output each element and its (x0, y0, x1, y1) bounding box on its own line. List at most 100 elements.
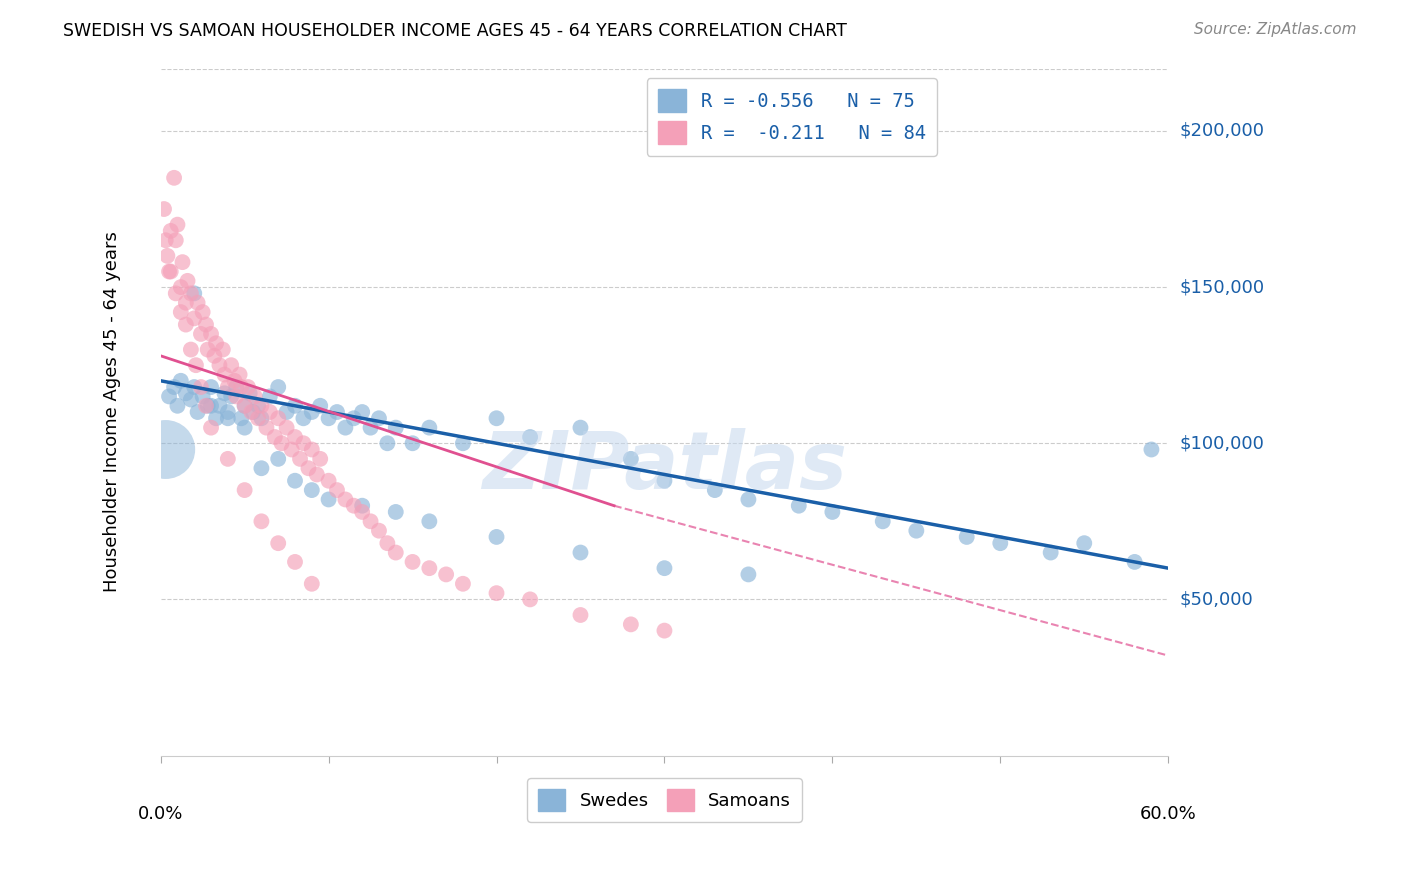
Point (247, 399, 270, 413)
Point (190, 380, 212, 394)
Point (259, 405, 281, 419)
Point (485, 586, 508, 600)
Point (217, 411, 239, 425)
Point (159, 264, 181, 278)
Point (318, 474, 340, 488)
Point (569, 420, 592, 434)
Point (267, 536, 290, 550)
Point (352, 405, 374, 419)
Point (292, 411, 315, 425)
Legend: Swedes, Samoans: Swedes, Samoans (527, 779, 801, 822)
Point (191, 389, 214, 403)
Point (163, 380, 186, 394)
Point (360, 514, 382, 528)
Text: 0.0%: 0.0% (138, 805, 183, 823)
Point (191, 305, 214, 319)
Point (284, 399, 307, 413)
Point (270, 436, 292, 450)
Point (620, 451, 643, 466)
Point (224, 374, 246, 388)
Point (905, 524, 928, 538)
Point (377, 436, 399, 450)
Point (233, 399, 256, 413)
Point (434, 567, 457, 582)
Point (569, 607, 592, 622)
Point (284, 474, 307, 488)
Text: SWEDISH VS SAMOAN HOUSEHOLDER INCOME AGES 45 - 64 YEARS CORRELATION CHART: SWEDISH VS SAMOAN HOUSEHOLDER INCOME AGE… (63, 22, 848, 40)
Point (309, 451, 332, 466)
Point (176, 274, 198, 288)
Point (309, 399, 332, 413)
Point (872, 514, 894, 528)
Point (155, 442, 177, 457)
Point (301, 442, 323, 457)
Point (377, 536, 399, 550)
Text: $100,000: $100,000 (1180, 434, 1264, 452)
Point (956, 530, 979, 544)
Point (267, 380, 290, 394)
Point (343, 411, 366, 425)
Text: $200,000: $200,000 (1180, 122, 1264, 140)
Point (153, 202, 176, 216)
Point (208, 358, 231, 372)
Point (217, 451, 239, 466)
Point (205, 411, 228, 425)
Text: $150,000: $150,000 (1180, 278, 1264, 296)
Point (384, 505, 406, 519)
Point (1123, 555, 1146, 569)
Point (242, 405, 264, 419)
Point (247, 411, 270, 425)
Point (250, 411, 273, 425)
Point (267, 411, 290, 425)
Point (200, 420, 222, 434)
Point (284, 555, 307, 569)
Point (165, 233, 187, 247)
Point (217, 405, 239, 419)
Point (172, 255, 194, 269)
Point (166, 399, 188, 413)
Point (418, 514, 440, 528)
Point (418, 420, 440, 434)
Text: 60.0%: 60.0% (1140, 805, 1197, 823)
Point (418, 561, 440, 575)
Point (174, 295, 197, 310)
Point (200, 326, 222, 341)
Point (401, 555, 423, 569)
Point (250, 461, 273, 475)
Point (654, 561, 676, 575)
Point (183, 311, 205, 326)
Point (654, 474, 676, 488)
Point (343, 499, 366, 513)
Point (190, 326, 212, 341)
Point (231, 411, 253, 425)
Point (165, 286, 187, 301)
Point (276, 420, 298, 434)
Text: $50,000: $50,000 (1180, 591, 1253, 608)
Point (163, 170, 186, 185)
Point (239, 386, 262, 401)
Point (200, 380, 222, 394)
Point (280, 442, 302, 457)
Point (219, 358, 242, 372)
Point (519, 430, 541, 444)
Point (184, 358, 207, 372)
Point (200, 399, 222, 413)
Point (183, 380, 205, 394)
Point (233, 483, 256, 497)
Point (250, 514, 273, 528)
Point (233, 420, 256, 434)
Point (451, 436, 474, 450)
Point (243, 389, 266, 403)
Text: Source: ZipAtlas.com: Source: ZipAtlas.com (1194, 22, 1357, 37)
Point (297, 461, 319, 475)
Point (183, 286, 205, 301)
Point (267, 451, 290, 466)
Point (208, 399, 231, 413)
Point (180, 392, 202, 407)
Point (170, 280, 193, 294)
Point (166, 218, 188, 232)
Point (259, 389, 281, 403)
Point (284, 430, 307, 444)
Point (821, 505, 844, 519)
Point (211, 343, 233, 357)
